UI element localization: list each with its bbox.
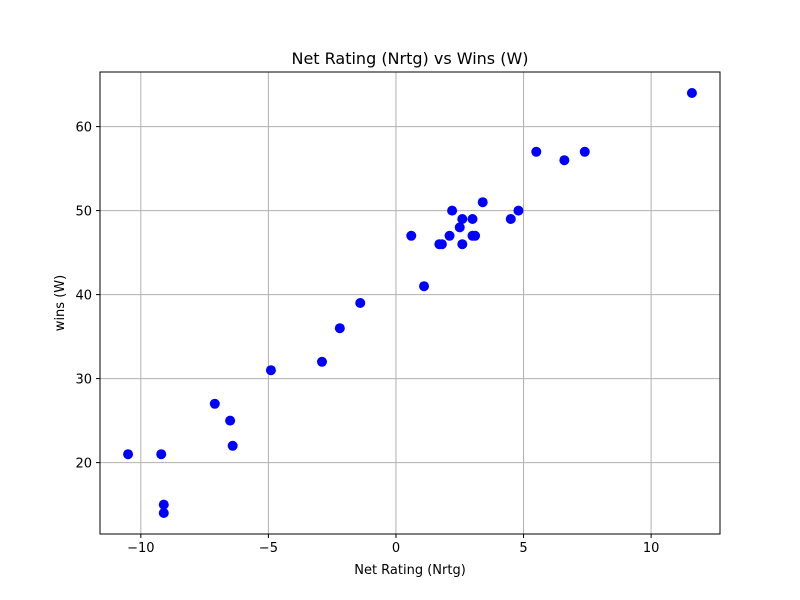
data-point: [444, 230, 455, 241]
x-tick-label: −5: [259, 541, 278, 556]
data-point: [265, 365, 276, 376]
data-point: [505, 214, 516, 224]
x-tick-label: 0: [392, 541, 400, 556]
y-axis-label: wins (W): [53, 275, 68, 331]
data-point: [531, 146, 542, 157]
data-point: [156, 449, 167, 460]
data-point: [513, 205, 524, 216]
x-tick-label: −10: [127, 541, 154, 556]
x-tick-label: 5: [519, 541, 527, 556]
data-point: [467, 214, 478, 224]
data-point: [454, 222, 465, 233]
y-tick-label: 50: [75, 205, 92, 220]
data-point: [209, 398, 220, 409]
data-point: [355, 298, 366, 308]
y-tick-label: 30: [75, 373, 92, 388]
data-point: [225, 415, 236, 426]
data-point: [470, 230, 481, 241]
data-point: [406, 230, 417, 241]
data-point: [447, 205, 458, 216]
data-point: [334, 323, 345, 334]
x-axis-label: Net Rating (Nrtg): [354, 563, 466, 578]
data-point: [158, 508, 169, 518]
data-point: [158, 499, 169, 510]
data-point: [559, 155, 570, 166]
y-tick-label: 60: [75, 121, 92, 136]
grid-lines: [100, 72, 720, 534]
data-point: [686, 88, 697, 98]
data-point: [436, 239, 447, 250]
data-point: [457, 239, 468, 250]
x-tick-label: 10: [643, 541, 660, 556]
data-point: [227, 440, 238, 451]
data-points: [123, 88, 697, 518]
data-point: [477, 197, 488, 208]
data-point: [419, 281, 430, 292]
data-point: [316, 356, 327, 367]
axis-ticks: −10 −5 0 5 10 20 30 40 50 60: [75, 121, 659, 556]
data-point: [123, 449, 134, 460]
y-tick-label: 40: [75, 289, 92, 304]
data-point: [579, 146, 590, 157]
data-point: [457, 214, 468, 224]
y-tick-label: 20: [75, 457, 92, 472]
chart-title: Net Rating (Nrtg) vs Wins (W): [291, 49, 528, 68]
plot-frame: [99, 71, 721, 535]
